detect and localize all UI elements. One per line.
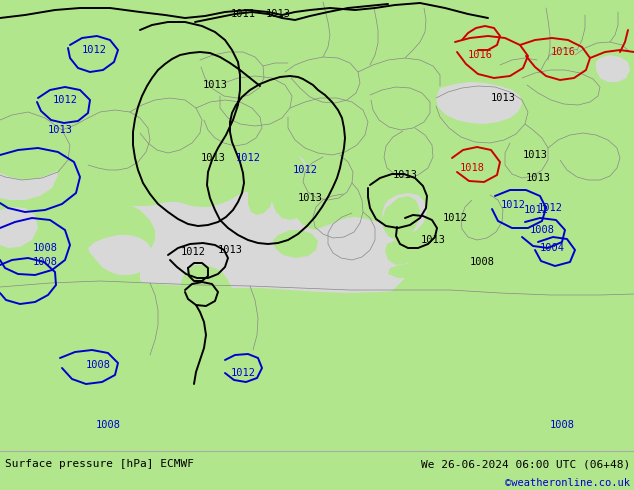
Text: 1013: 1013 <box>297 193 323 203</box>
Text: 1012: 1012 <box>292 165 318 175</box>
Text: 1013: 1013 <box>217 245 242 255</box>
Text: 1013: 1013 <box>48 125 72 135</box>
Text: 1012: 1012 <box>500 200 526 210</box>
Text: 1013: 1013 <box>526 173 550 183</box>
Text: 1012: 1012 <box>443 213 467 223</box>
Text: 1012: 1012 <box>524 205 548 215</box>
Text: 1011: 1011 <box>231 9 256 19</box>
Text: 1012: 1012 <box>231 368 256 378</box>
Text: 1018: 1018 <box>460 163 484 173</box>
Text: 1012: 1012 <box>538 203 562 213</box>
Text: 1008: 1008 <box>470 257 495 267</box>
Text: 1008: 1008 <box>32 257 58 267</box>
Text: 1012: 1012 <box>82 45 107 55</box>
Text: 1008: 1008 <box>550 420 574 430</box>
Text: 1013: 1013 <box>200 153 226 163</box>
Text: 1013: 1013 <box>420 235 446 245</box>
Text: 1008: 1008 <box>529 225 555 235</box>
Text: Surface pressure [hPa] ECMWF: Surface pressure [hPa] ECMWF <box>5 459 194 469</box>
Text: 1012: 1012 <box>235 153 261 163</box>
Text: 1016: 1016 <box>467 50 493 60</box>
Text: 1012: 1012 <box>181 247 205 257</box>
Text: We 26-06-2024 06:00 UTC (06+48): We 26-06-2024 06:00 UTC (06+48) <box>421 459 630 469</box>
Text: 1013: 1013 <box>392 170 418 180</box>
Text: 1004: 1004 <box>540 243 564 253</box>
Text: 1016: 1016 <box>550 47 576 57</box>
Text: 1012: 1012 <box>53 95 77 105</box>
Text: 1013: 1013 <box>491 93 515 103</box>
Text: 1008: 1008 <box>32 243 58 253</box>
Text: ©weatheronline.co.uk: ©weatheronline.co.uk <box>505 478 630 488</box>
Text: 1013: 1013 <box>202 80 228 90</box>
Text: 1008: 1008 <box>96 420 120 430</box>
Text: 1013: 1013 <box>522 150 548 160</box>
Text: 1008: 1008 <box>86 360 110 370</box>
Text: 1013: 1013 <box>266 9 290 19</box>
